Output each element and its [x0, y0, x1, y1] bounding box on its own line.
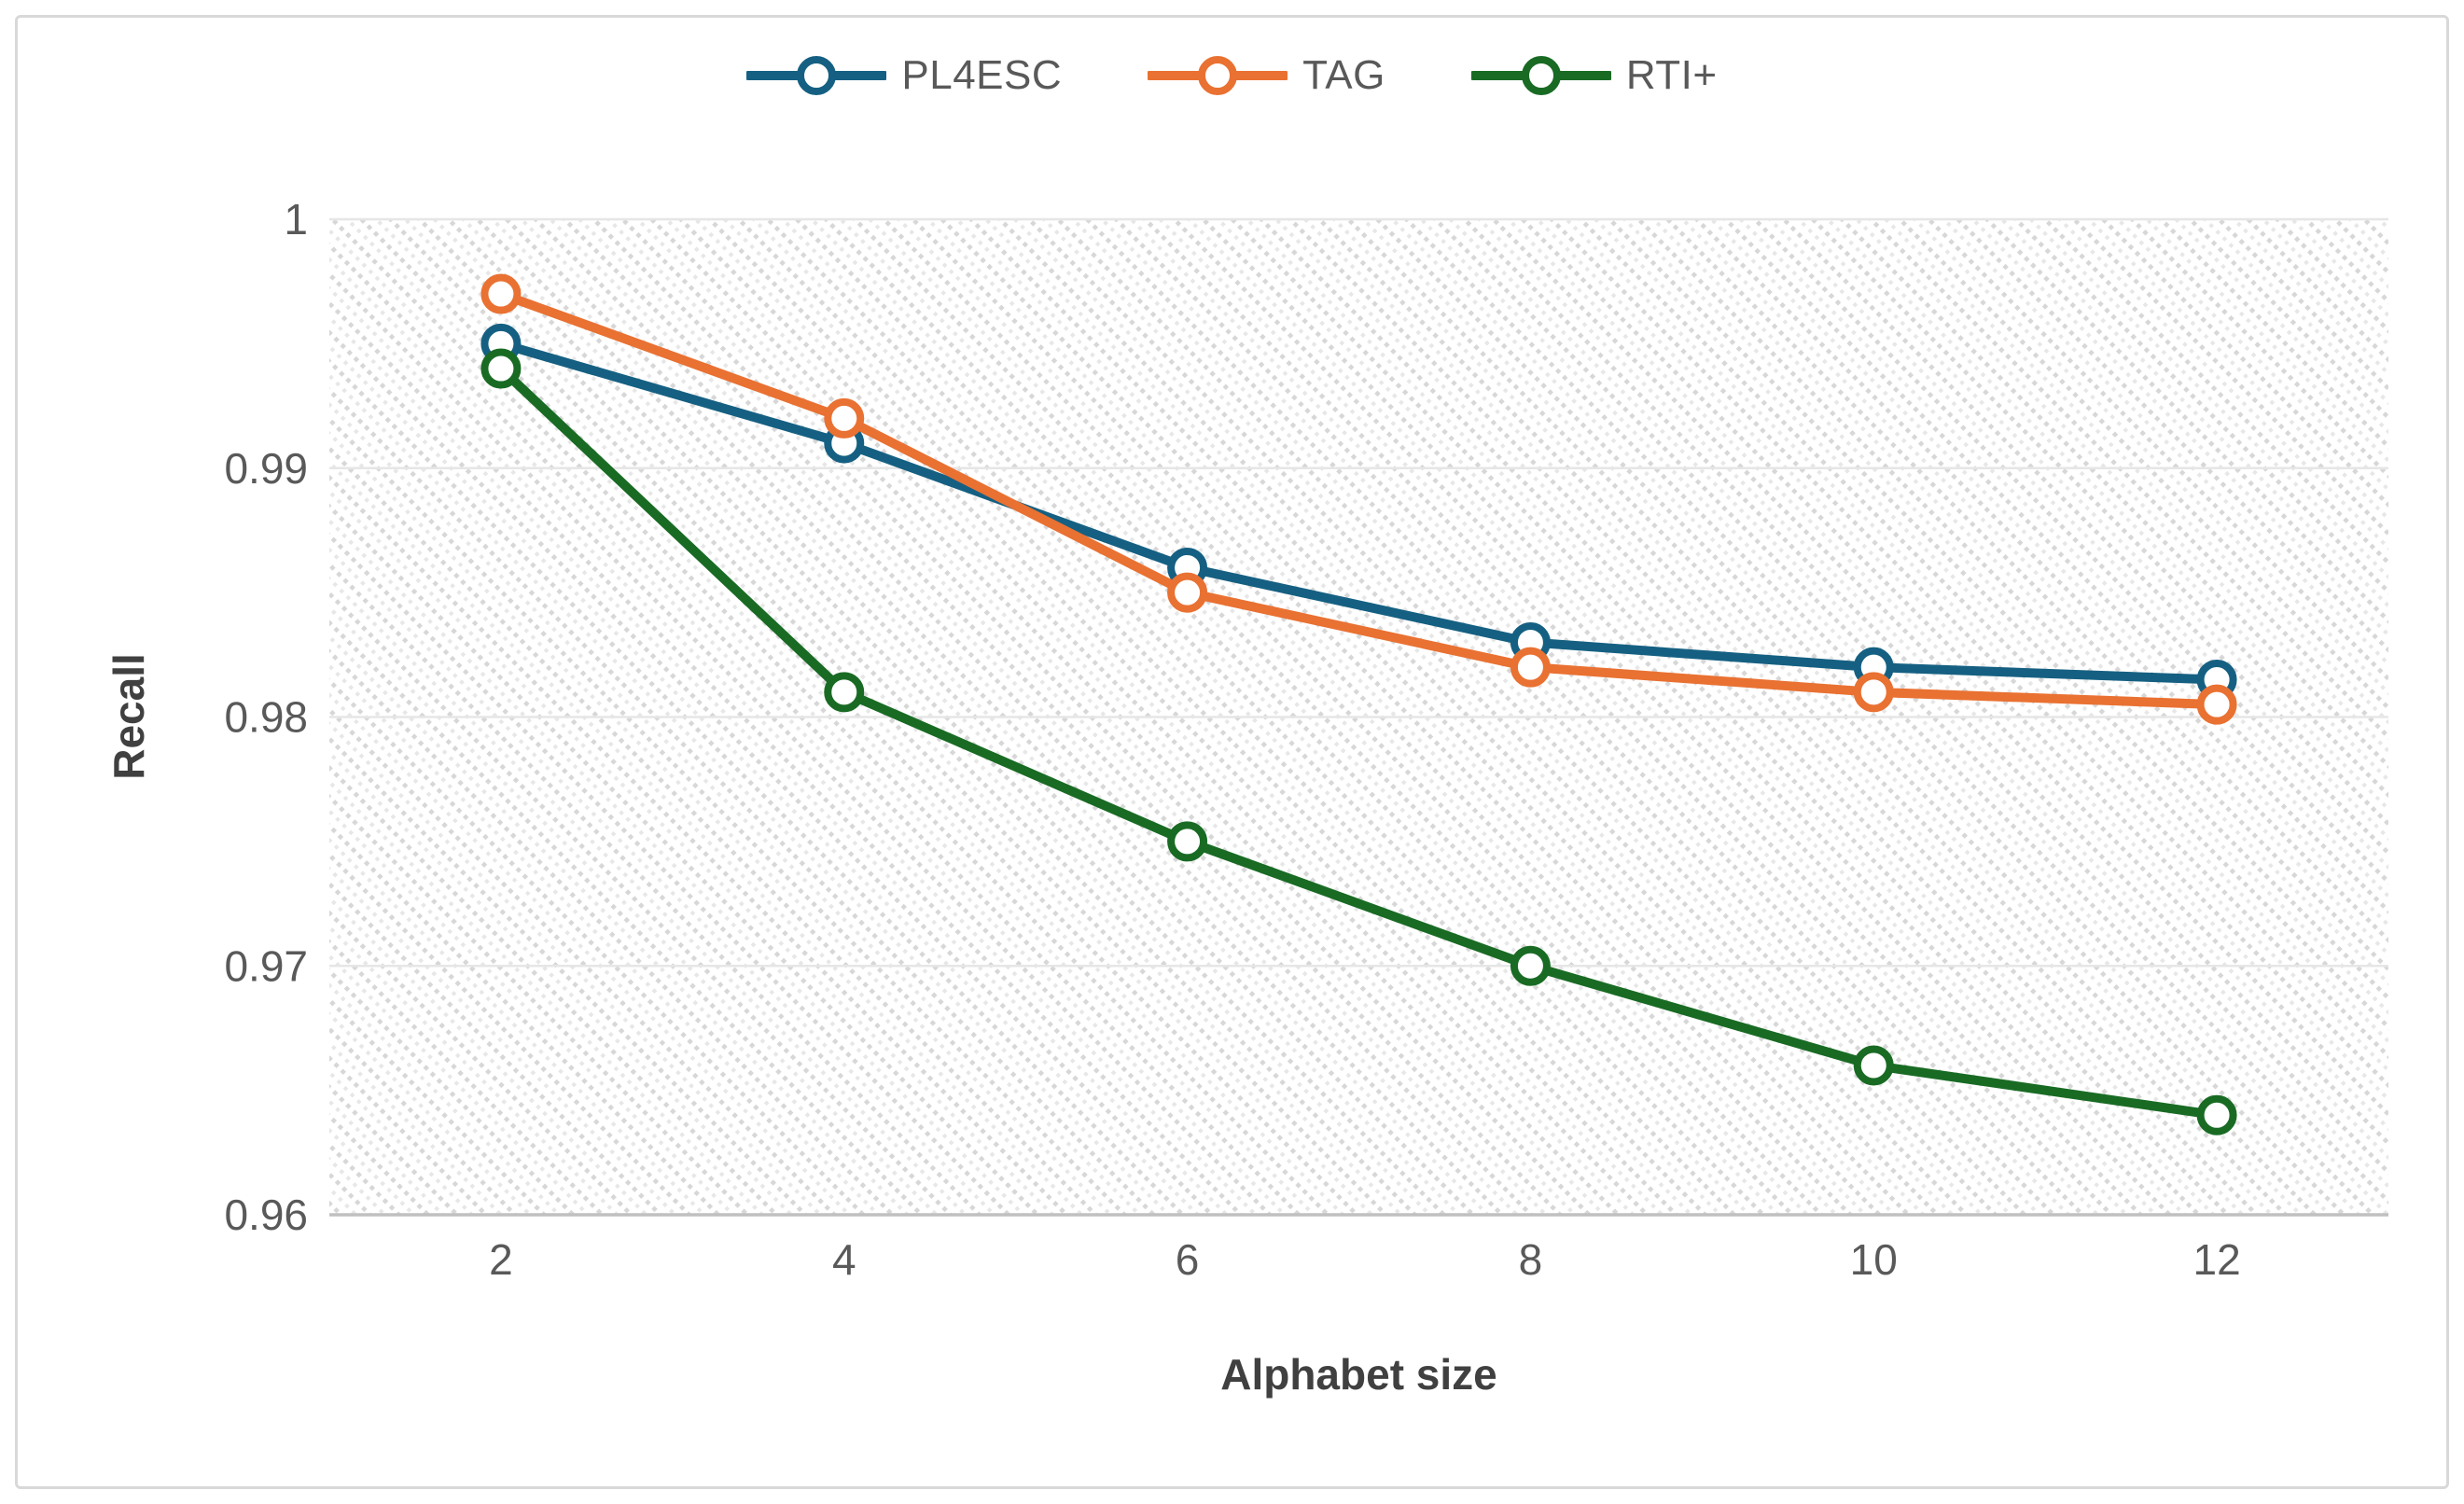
data-point-TAG-x2: [480, 273, 522, 314]
y-tick-label: 0.99: [224, 444, 308, 493]
y-axis-title: Recall: [104, 653, 153, 780]
data-point-TAG-x12: [2196, 684, 2237, 725]
x-tick-label: 12: [2193, 1235, 2240, 1284]
y-tick-label: 0.96: [224, 1191, 308, 1239]
data-point-RTI+-x8: [1510, 945, 1551, 986]
legend-label-tag: TAG: [1302, 52, 1385, 98]
data-point-RTI+-x2: [480, 348, 522, 389]
x-tick-label: 4: [832, 1235, 856, 1284]
x-axis-title: Alphabet size: [1220, 1350, 1497, 1399]
y-tick-label: 0.98: [224, 693, 308, 742]
x-tick-label: 8: [1519, 1235, 1543, 1284]
legend-marker-line-icon: [746, 56, 887, 95]
legend-label-rti: RTI+: [1625, 52, 1718, 98]
data-point-RTI+-x6: [1167, 821, 1208, 862]
legend-label-pl4esc: PL4ESC: [901, 52, 1063, 98]
y-tick-label: 1: [284, 195, 308, 244]
x-tick-label: 6: [1176, 1235, 1200, 1284]
legend-item-tag: TAG: [1148, 52, 1385, 99]
x-tick-label: 10: [1850, 1235, 1898, 1284]
data-point-RTI+-x4: [824, 672, 865, 713]
y-tick-label: 0.97: [224, 941, 308, 990]
x-tick-label: 2: [489, 1235, 513, 1284]
series-line-RTI+: [495, 364, 2222, 1121]
series-line-TAG: [495, 289, 2222, 710]
legend-item-rti: RTI+: [1470, 52, 1718, 99]
data-point-TAG-x10: [1853, 672, 1894, 713]
legend-marker-line-icon: [1148, 56, 1288, 95]
data-point-TAG-x8: [1510, 647, 1551, 688]
data-point-RTI+-x10: [1853, 1045, 1894, 1086]
chart-legend: PL4ESC TAG RTI+: [0, 52, 2464, 99]
data-point-RTI+-x12: [2196, 1094, 2237, 1135]
legend-marker-line-icon: [1470, 56, 1611, 95]
legend-item-pl4esc: PL4ESC: [746, 52, 1062, 99]
data-point-TAG-x4: [824, 397, 865, 439]
series-line-PL4ESC: [495, 339, 2222, 685]
data-point-TAG-x6: [1167, 572, 1208, 613]
